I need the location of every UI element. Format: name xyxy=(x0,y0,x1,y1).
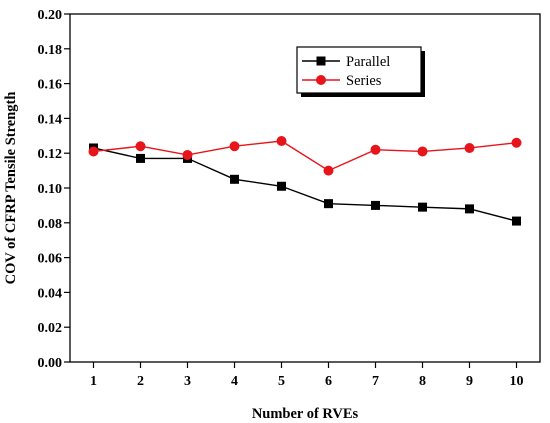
data-point xyxy=(88,146,99,157)
x-axis: 1 2 3 4 5 6 7 8 9 10 xyxy=(90,362,524,389)
y-tick-label: 0.04 xyxy=(38,286,63,301)
x-tick-label: 4 xyxy=(231,374,238,389)
y-tick-label: 0.20 xyxy=(38,8,63,23)
x-axis-title: Number of RVEs xyxy=(252,406,359,422)
series-1 xyxy=(88,136,522,176)
data-point xyxy=(371,200,380,210)
data-point xyxy=(465,204,474,214)
data-point xyxy=(512,216,521,226)
data-point xyxy=(182,149,193,160)
data-point xyxy=(230,174,239,184)
data-point xyxy=(135,141,146,152)
legend-label: Parallel xyxy=(346,54,390,70)
y-tick-label: 0.10 xyxy=(38,182,63,197)
x-tick-label: 6 xyxy=(325,374,332,389)
y-tick-label: 0.08 xyxy=(38,217,63,232)
legend-marker xyxy=(316,75,326,85)
x-tick-label: 2 xyxy=(137,374,144,389)
y-tick-label: 0.16 xyxy=(38,78,63,93)
data-point xyxy=(511,137,522,148)
data-point xyxy=(276,136,287,147)
y-tick-label: 0.06 xyxy=(38,252,63,267)
series-layer xyxy=(88,136,522,226)
data-point xyxy=(229,141,240,152)
data-point xyxy=(418,202,427,212)
y-tick-label: 0.18 xyxy=(38,43,63,58)
x-tick-label: 1 xyxy=(90,374,97,389)
y-axis-title: COV of CFRP Tensile Strength xyxy=(3,92,19,285)
y-axis: 0.00 0.02 0.04 0.06 0.08 0.10 0.12 0.14 0.16 0.18… xyxy=(38,8,70,371)
legend-label: Series xyxy=(346,73,382,89)
legend-box xyxy=(296,46,422,94)
x-tick-label: 7 xyxy=(372,374,379,389)
data-point xyxy=(323,165,334,176)
y-tick-label: 0.02 xyxy=(38,321,63,336)
series-line xyxy=(93,147,517,222)
y-tick-label: 0.00 xyxy=(38,356,63,371)
data-point xyxy=(464,142,475,153)
data-point xyxy=(417,146,428,157)
x-tick-label: 9 xyxy=(466,374,473,389)
data-point xyxy=(370,144,381,155)
legend: Parallel Series xyxy=(296,46,425,97)
x-tick-label: 3 xyxy=(184,374,191,389)
x-tick-label: 10 xyxy=(510,374,524,389)
y-tick-label: 0.14 xyxy=(38,112,63,127)
series-line xyxy=(93,140,517,172)
data-point xyxy=(277,181,286,191)
data-point xyxy=(136,153,145,163)
y-tick-label: 0.12 xyxy=(38,147,63,162)
data-point xyxy=(324,199,333,209)
legend-marker xyxy=(316,56,326,66)
x-tick-label: 8 xyxy=(419,374,426,389)
x-tick-label: 5 xyxy=(278,374,285,389)
